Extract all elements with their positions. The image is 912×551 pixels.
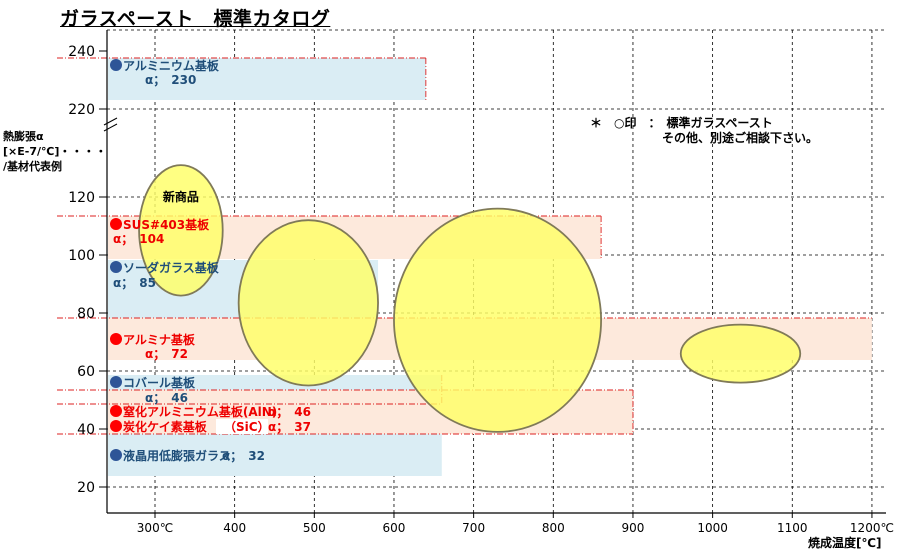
note-line1: ＊ ○印 ： 標準ガラスペースト [590,116,773,130]
substrate-alpha-label: α； 46 [145,391,188,405]
substrate-alpha-label: α； 104 [113,232,164,246]
substrate-alpha-label: α； 37 [268,420,311,434]
glass-paste-ellipse [138,164,224,297]
axes [103,30,886,514]
note: ＊ ○印 ： 標準ガラスペースト その他、別途ご相談下さい。 [590,116,818,146]
chart-title: ガラスペースト 標準カタログ [60,8,331,30]
note-line2: その他、別途ご相談下さい。 [662,131,819,145]
substrate-band [108,434,442,476]
label-background [216,419,268,434]
y-tick-label: 20 [77,480,95,496]
glass-paste-ellipse [393,207,602,433]
x-tick-label: 600 [383,521,406,535]
y-tick-label: 120 [68,190,95,206]
glass-paste-ellipse [679,323,802,384]
substrate-band [108,58,426,100]
x-tick-label: 300℃ [137,521,173,535]
x-tick-label: 900 [622,521,645,535]
substrate-alpha-label: α； 72 [145,347,188,361]
substrate-marker [110,449,122,461]
y-axis-label-line1: 熱膨張α [3,130,44,143]
substrate-marker [110,376,122,388]
x-tick-label: 400 [223,521,246,535]
x-tick-label: 800 [542,521,565,535]
substrate-name: アルミナ基板 [123,332,196,347]
y-axis-label-line2: [×E-7/℃]・・・・ [3,144,107,159]
y-tick-label: 220 [68,102,95,118]
axis-break-mark [103,117,118,126]
y-axis-label: 熱膨張α [×E-7/℃]・・・・ /基材代表例 [3,129,107,174]
substrate-marker [110,333,122,345]
glass-paste-ellipses: 新商品 [138,164,802,433]
y-tick-label: 60 [77,364,95,380]
x-tick-label: 700 [462,521,485,535]
y-tick-label: 40 [77,422,95,438]
new-product-label: 新商品 [163,189,199,204]
substrate-name: 窒化アルミニウム基板(AlN) [123,404,277,419]
x-tick-label: 1200℃ [850,521,894,535]
substrate-name: 液晶用低膨張ガラス [123,448,231,463]
y-tick-label: 240 [68,44,95,60]
substrate-marker [110,59,122,71]
y-tick-label: 100 [68,248,95,264]
y-tick-label: 80 [77,306,95,322]
x-tick-label: 1100 [777,521,808,535]
y-axis-label-unit: [×E-7/℃] [3,145,60,158]
substrate-marker [110,261,122,273]
substrate-name: ソーダガラス基板 [123,260,220,275]
substrate-alpha-label: α； 230 [145,73,196,87]
substrate-marker [110,420,122,432]
axis-break-mark [103,123,118,132]
substrate-alpha-label: α； 32 [222,449,265,463]
substrate-name: 炭化ケイ素基板 [123,419,208,434]
substrate-alpha-label: α； 46 [268,405,311,419]
substrate-marker [110,405,122,417]
substrate-name: アルミニウム基板 [123,58,220,73]
substrate-marker [110,218,122,230]
y-axis-label-line3: /基材代表例 [3,160,63,173]
substrate-name: コバール基板 [123,375,196,390]
x-axis-unit-label: 焼成温度[℃] [808,536,882,550]
y-axis-label-dots: ・・・・ [59,145,108,158]
x-tick-label: 500 [303,521,326,535]
substrate-name: SUS#403基板 [123,217,210,232]
substrate-name-suffix: （SiC） [224,419,270,434]
substrate-alpha-label: α； 85 [113,276,156,290]
x-tick-label: 1000 [697,521,728,535]
glass-paste-ellipse [237,219,379,387]
tick-labels: 20 40 60 80 100 120 220 240 300℃ 400 500 600 700 800 9… [68,44,894,535]
